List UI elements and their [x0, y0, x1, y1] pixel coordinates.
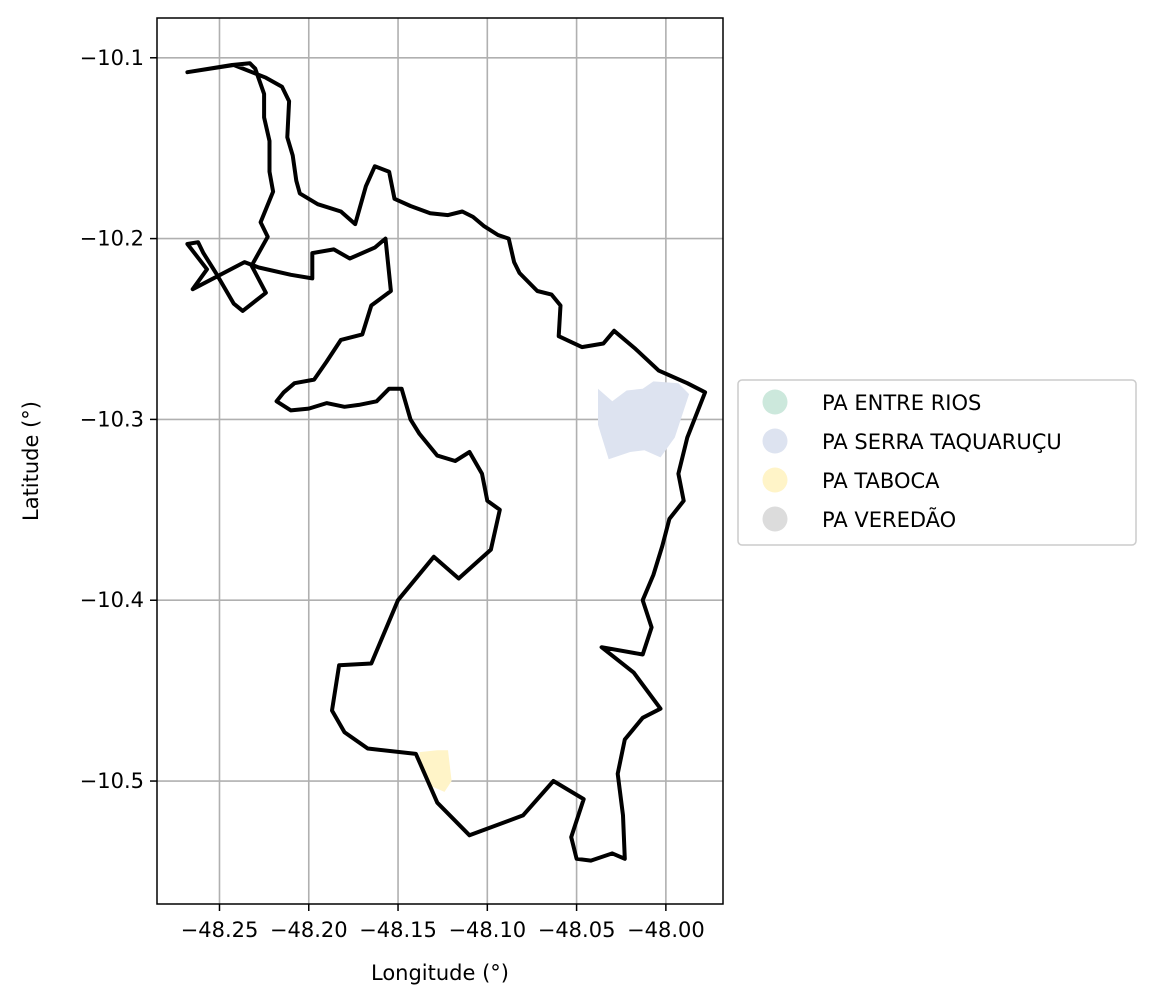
- region-fills: [419, 381, 690, 792]
- region-pa-serra-taquaru-u: [598, 381, 690, 460]
- x-tick-label-2: −48.15: [359, 918, 437, 942]
- region-pa-taboca: [419, 750, 452, 792]
- municipality-boundary: [185, 61, 708, 863]
- legend-marker-pa-entre-rios: [762, 389, 788, 415]
- x-tick-label-1: −48.20: [270, 918, 348, 942]
- legend-marker-pa-vered-o: [762, 506, 788, 532]
- y-tick-label-3: −10.4: [80, 588, 144, 612]
- y-tick-label-4: −10.5: [80, 769, 144, 793]
- y-axis-ticks: −10.1 −10.2 −10.3 −10.4 −10.5: [80, 46, 157, 793]
- legend-marker-pa-serra-taquaru-u: [762, 428, 788, 454]
- x-tick-label-5: −48.00: [627, 918, 705, 942]
- legend: PA ENTRE RIOS PA SERRA TAQUARUÇU PA TABOCA…: [737, 379, 1137, 546]
- y-tick-label-0: −10.1: [80, 46, 144, 70]
- legend-label-pa-entre-rios: PA ENTRE RIOS: [822, 391, 981, 415]
- y-axis-title: Latitude (°): [19, 401, 43, 521]
- y-tick-label-1: −10.2: [80, 227, 144, 251]
- x-axis-title: Longitude (°): [371, 961, 509, 985]
- x-tick-label-3: −48.10: [448, 918, 526, 942]
- x-axis-ticks: −48.25 −48.20 −48.15 −48.10 −48.05 −48.00: [181, 904, 705, 942]
- legend-frame: [737, 379, 1137, 546]
- legend-label-pa-serra-taquaru-u: PA SERRA TAQUARUÇU: [822, 430, 1062, 454]
- y-tick-label-2: −10.3: [80, 407, 144, 431]
- legend-label-pa-vered-o: PA VEREDÃO: [822, 506, 956, 532]
- x-tick-label-0: −48.25: [181, 918, 259, 942]
- axes-frame: [156, 17, 724, 905]
- x-tick-label-4: −48.05: [538, 918, 616, 942]
- legend-marker-pa-taboca: [762, 467, 788, 493]
- legend-label-pa-taboca: PA TABOCA: [822, 469, 940, 493]
